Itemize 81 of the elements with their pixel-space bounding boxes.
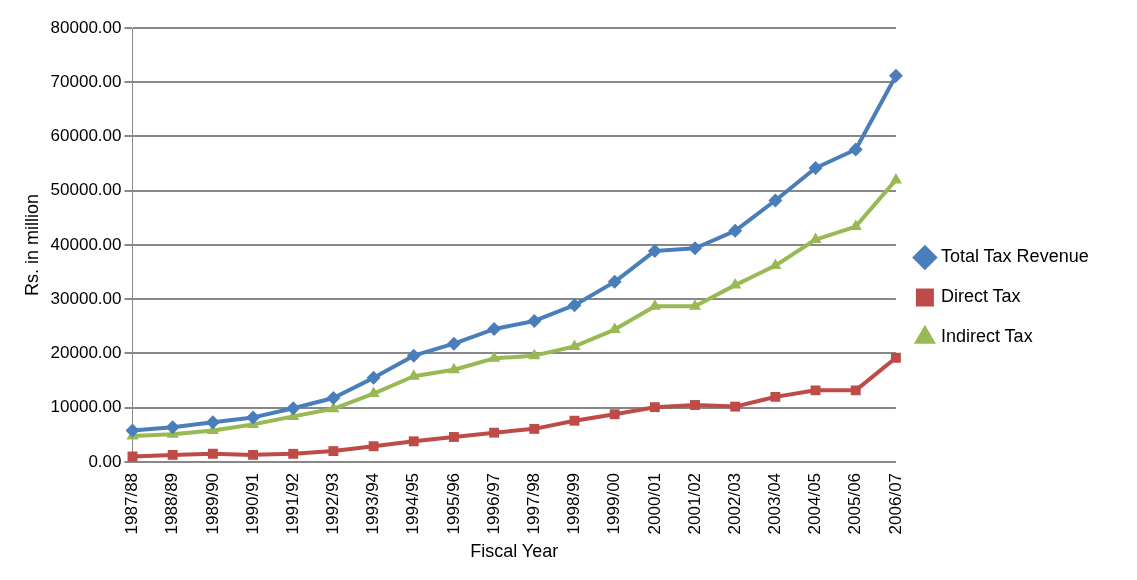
point: [848, 142, 863, 157]
x-tick-label: 1993/94: [363, 472, 383, 535]
x-tick-label: 2006/07: [885, 472, 905, 535]
point: [406, 348, 421, 363]
point: [446, 336, 461, 351]
x-tick-label: 2001/02: [684, 472, 704, 535]
point: [888, 68, 903, 83]
point: [690, 400, 700, 410]
point: [328, 446, 339, 457]
point: [488, 351, 501, 362]
y-tick-label: 0.00: [88, 451, 122, 471]
point: [649, 402, 660, 413]
point: [125, 423, 140, 438]
point: [167, 449, 178, 460]
point: [207, 448, 218, 459]
point: [770, 391, 781, 402]
point: [248, 449, 258, 460]
legend-label: Direct Tax: [940, 286, 1021, 307]
y-tick-label: 50000.00: [50, 180, 122, 200]
y-tick-label: 80000.00: [50, 17, 122, 37]
point: [246, 410, 261, 425]
x-tick-label: 2005/06: [845, 472, 865, 535]
point: [567, 298, 582, 313]
x-tick-label: 1996/97: [483, 472, 503, 535]
x-tick-label: 2000/01: [644, 472, 664, 535]
point: [326, 390, 341, 405]
point: [569, 415, 580, 426]
point: [809, 232, 822, 244]
point: [487, 322, 502, 337]
y-tick-label: 60000.00: [50, 126, 122, 146]
y-tick-label: 30000.00: [50, 288, 122, 308]
point: [810, 385, 821, 396]
point: [286, 401, 301, 416]
x-tick-label: 2002/03: [724, 472, 744, 535]
point: [447, 362, 460, 374]
point: [568, 339, 581, 350]
point: [529, 423, 540, 434]
point: [366, 370, 381, 385]
point: [528, 348, 541, 360]
point: [688, 299, 702, 310]
y-tick-label: 10000.00: [50, 397, 122, 417]
x-axis-title: Fiscal Year: [470, 541, 559, 562]
x-tick-label: 1988/89: [162, 472, 182, 535]
point: [165, 420, 180, 435]
y-tick-label: 40000.00: [50, 234, 122, 254]
point: [850, 385, 861, 396]
x-tick-label: 1991/92: [282, 472, 302, 535]
legend-label: Total Tax Revenue: [940, 246, 1089, 267]
x-tick-label: 1995/96: [443, 472, 463, 535]
point: [729, 278, 742, 289]
y-tick-label: 20000.00: [50, 343, 122, 363]
point: [688, 241, 703, 256]
x-tick-label: 1987/88: [122, 472, 142, 535]
point: [205, 415, 220, 430]
point: [890, 352, 901, 363]
point: [448, 432, 459, 442]
point: [889, 172, 902, 184]
point: [527, 313, 542, 328]
point: [489, 427, 500, 438]
legend-label: Indirect Tax: [940, 326, 1033, 347]
point: [808, 160, 823, 175]
x-tick-label: 2004/05: [805, 472, 825, 535]
x-tick-label: 1999/00: [604, 472, 624, 535]
x-tick-label: 1997/98: [523, 472, 543, 535]
y-axis-title: Rs. in million: [21, 193, 42, 296]
x-tick-label: 1990/91: [242, 472, 262, 535]
y-tick-label: 70000.00: [50, 71, 122, 91]
x-tick-label: 1992/93: [323, 472, 343, 535]
point: [609, 409, 620, 420]
point: [647, 243, 662, 258]
x-tick-label: 2003/04: [765, 472, 785, 535]
point: [607, 274, 622, 289]
point: [730, 401, 741, 412]
x-tick-label: 1994/95: [403, 472, 423, 535]
point: [288, 448, 299, 459]
point: [768, 193, 783, 208]
x-tick-label: 1998/99: [564, 472, 584, 535]
point: [408, 436, 419, 447]
point: [728, 223, 743, 238]
x-tick-label: 1989/90: [202, 472, 222, 535]
point: [368, 441, 379, 452]
